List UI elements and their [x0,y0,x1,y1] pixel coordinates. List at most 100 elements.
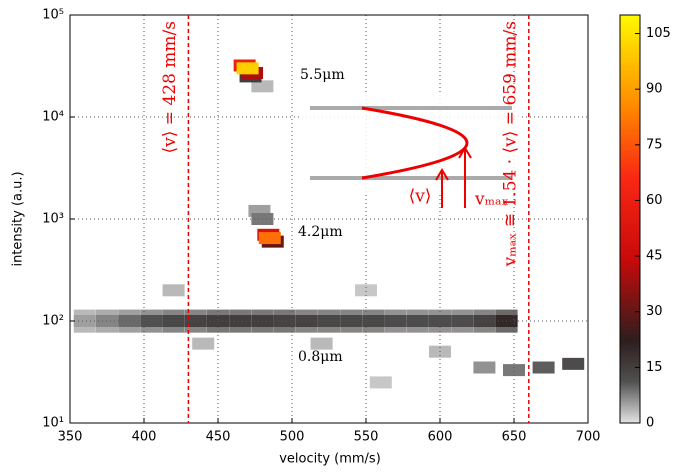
cell [406,315,429,327]
colorbar-swatch [620,335,640,338]
colorbar-swatch [620,19,640,22]
colorbar-swatch [620,331,640,334]
colorbar-swatch [620,267,640,270]
colorbar-swatch [620,289,640,292]
colorbar-swatch [620,333,640,336]
colorbar-swatch [620,79,640,82]
y-tick-label: 10⁴ [42,110,64,125]
colorbar-swatch [620,387,640,390]
colorbar-swatch [620,205,640,208]
colorbar-swatch [620,123,640,126]
cell [473,361,496,374]
colorbar-swatch [620,229,640,232]
colorbar-swatch [620,111,640,114]
colorbar-swatch [620,351,640,354]
colorbar-swatch [620,17,640,20]
colorbar-swatch [620,173,640,176]
colorbar-swatch [620,419,640,422]
colorbar-swatch [620,81,640,84]
colorbar-swatch [620,87,640,90]
colorbar-swatch [620,23,640,26]
colorbar-swatch [620,227,640,230]
colorbar-swatch [620,59,640,62]
y-axis-label: intensity (a.u.) [11,171,26,266]
colorbar-swatch [620,195,640,198]
x-tick-label: 450 [206,430,231,445]
colorbar-swatch [620,185,640,188]
colorbar-swatch [620,407,640,410]
colorbar-swatch [620,317,640,320]
colorbar-swatch [620,177,640,180]
x-tick-label: 400 [132,430,157,445]
colorbar-swatch [620,325,640,328]
colorbar-swatch [620,245,640,248]
colorbar-swatch [620,183,640,186]
colorbar-swatch [620,61,640,64]
colorbar-swatch [620,271,640,274]
colorbar-swatch [620,73,640,76]
colorbar-swatch [620,233,640,236]
x-tick-label: 500 [280,430,305,445]
cell [318,315,340,327]
y-tick-label: 10³ [42,212,64,227]
colorbar-swatch [620,395,640,398]
cell [562,357,585,370]
cell [340,315,363,327]
colorbar-swatch [620,179,640,182]
inset-arrows [435,146,472,208]
colorbar-swatch [620,291,640,294]
colorbar-tick-label: 30 [646,304,663,319]
cell [229,315,252,327]
colorbar-swatch [620,151,640,154]
cell [362,315,385,327]
colorbar-swatch [620,163,640,166]
colorbar-swatch [620,373,640,376]
colorbar-swatch [620,339,640,342]
colorbar-swatch [620,113,640,116]
colorbar-swatch [620,115,640,118]
cell [369,376,392,389]
colorbar-swatch [620,273,640,276]
colorbar-swatch [620,237,640,240]
colorbar-swatch [620,25,640,28]
colorbar-swatch [620,53,640,56]
colorbar-swatch [620,343,640,346]
colorbar-swatch [620,391,640,394]
colorbar-swatch [620,421,640,424]
colorbar-swatch [620,97,640,100]
colorbar-swatch [620,209,640,212]
colorbar-swatch [620,359,640,362]
colorbar-swatch [620,365,640,368]
colorbar-swatch [620,219,640,222]
colorbar-swatch [620,239,640,242]
colorbar-swatch [620,141,640,144]
colorbar-swatch [620,377,640,380]
colorbar-swatch [620,417,640,420]
colorbar-swatch [620,255,640,258]
colorbar-swatch [620,71,640,74]
size-label: 0.8μm [298,349,343,365]
cell [251,80,274,93]
size-label: 4.2μm [298,224,343,240]
colorbar-swatch [620,415,640,418]
colorbar-swatch [620,65,640,68]
colorbar-tick-label: 90 [646,82,663,97]
colorbar-swatch [620,99,640,102]
colorbar-swatch [620,51,640,54]
cell [236,62,259,75]
colorbar-swatch [620,355,640,358]
colorbar-swatch [620,147,640,150]
colorbar-swatch [620,247,640,250]
colorbar-swatch [620,89,640,92]
colorbar-swatch [620,85,640,88]
colorbar-swatch [620,383,640,386]
colorbar-swatch [620,15,640,18]
colorbar-swatch [620,49,640,52]
colorbar-swatch [620,35,640,38]
colorbar-swatch [620,207,640,210]
colorbar-swatch [620,321,640,324]
colorbar-swatch [620,411,640,414]
colorbar-swatch [620,349,640,352]
colorbar-swatch [620,31,640,34]
colorbar-swatch [620,315,640,318]
